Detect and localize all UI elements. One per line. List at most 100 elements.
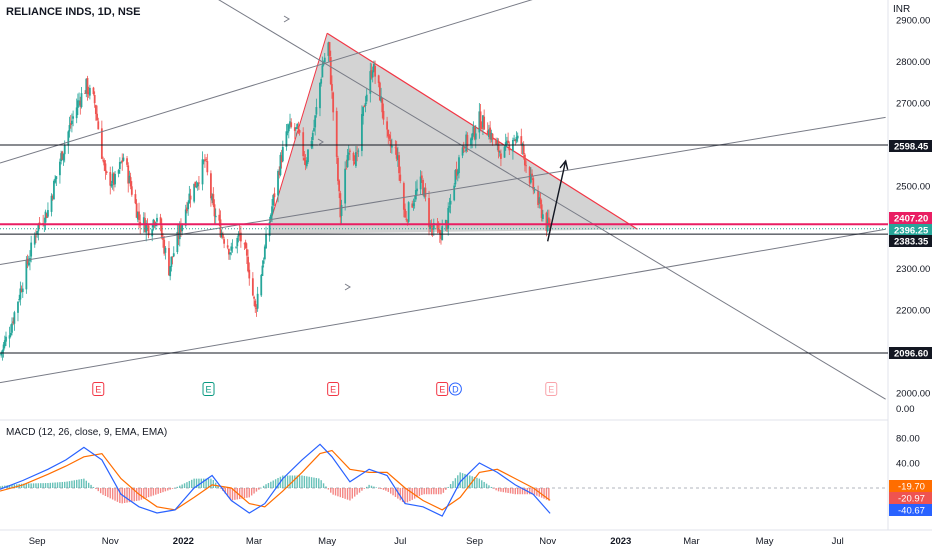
candle-body bbox=[423, 188, 426, 197]
candle-body bbox=[539, 198, 542, 205]
candle-body bbox=[295, 127, 297, 130]
macd-histogram-bar bbox=[334, 488, 337, 496]
candle-body bbox=[525, 165, 527, 167]
macd-histogram-bar bbox=[116, 488, 119, 502]
macd-histogram-bar bbox=[437, 488, 440, 495]
candle-body bbox=[495, 140, 498, 145]
macd-histogram-bar bbox=[210, 478, 212, 488]
candle-body bbox=[369, 71, 372, 94]
time-tick-label: Mar bbox=[246, 536, 262, 547]
macd-line bbox=[0, 443, 551, 517]
macd-histogram-bar bbox=[342, 488, 344, 498]
macd-histogram-bar bbox=[78, 479, 80, 488]
event-marker-label: E bbox=[439, 385, 445, 395]
macd-value-tag[interactable]: -40.67 bbox=[889, 504, 932, 517]
candle-body bbox=[472, 126, 475, 136]
macd-histogram-bar bbox=[255, 488, 258, 492]
macd-value-tag[interactable]: -20.97 bbox=[889, 492, 932, 505]
macd-value-tag[interactable]: -19.70 bbox=[889, 480, 932, 493]
candle-body bbox=[273, 193, 276, 198]
candle-body bbox=[478, 111, 481, 133]
price-tag[interactable]: 2407.20 bbox=[889, 212, 932, 225]
earnings-marker[interactable]: E bbox=[327, 382, 340, 396]
macd-histogram-bar bbox=[181, 484, 183, 488]
candle-body bbox=[470, 138, 472, 146]
candle-body bbox=[464, 150, 466, 152]
candle-body bbox=[84, 93, 86, 94]
macd-histogram-bar bbox=[418, 488, 421, 497]
candle-body bbox=[498, 151, 501, 153]
macd-histogram-bar bbox=[44, 483, 47, 488]
candle-body bbox=[37, 223, 40, 232]
candle-body bbox=[112, 173, 115, 185]
macd-histogram-bar bbox=[80, 479, 83, 488]
macd-histogram-bar bbox=[401, 488, 404, 502]
price-tag-label: 2383.35 bbox=[894, 237, 929, 248]
candle-body bbox=[44, 211, 47, 223]
channel-line bbox=[0, 0, 533, 164]
candle-body bbox=[153, 221, 156, 226]
time-tick-label: Nov bbox=[539, 536, 556, 547]
event-marker-label: D bbox=[452, 385, 459, 395]
candle-body bbox=[447, 207, 450, 229]
price-tag[interactable]: 2383.35 bbox=[889, 235, 932, 248]
candle-body bbox=[51, 196, 54, 198]
candle-body bbox=[136, 212, 139, 220]
macd-histogram-bar bbox=[327, 488, 330, 490]
macd-histogram-bar bbox=[159, 488, 162, 493]
candle-body bbox=[25, 260, 28, 290]
candle-body bbox=[186, 207, 188, 212]
macd-histogram-bar bbox=[346, 488, 349, 500]
macd-histogram-bar bbox=[435, 488, 437, 495]
macd-histogram-bar bbox=[404, 488, 406, 504]
time-tick-label: Mar bbox=[683, 536, 699, 547]
macd-value-tag-bg bbox=[889, 480, 932, 492]
earnings-marker[interactable]: E bbox=[436, 382, 449, 396]
candle-body bbox=[128, 175, 131, 184]
earnings-marker[interactable]: E bbox=[545, 382, 558, 396]
earnings-marker[interactable]: E bbox=[202, 382, 215, 396]
candle-body bbox=[432, 223, 435, 230]
candle-body bbox=[71, 120, 73, 125]
macd-histogram-bar bbox=[54, 482, 56, 488]
candle-body bbox=[529, 174, 532, 183]
candle-body bbox=[356, 152, 359, 154]
macd-histogram-bar bbox=[23, 483, 25, 488]
candle-body bbox=[305, 160, 308, 167]
candle-body bbox=[402, 183, 405, 210]
macd-histogram-bar bbox=[483, 481, 485, 488]
candle-body bbox=[129, 177, 132, 187]
candle-body bbox=[461, 147, 464, 156]
symbol-title[interactable]: RELIANCE INDS, 1D, NSE bbox=[6, 6, 140, 18]
macd-histogram-bar bbox=[198, 478, 200, 488]
macd-histogram-bar bbox=[306, 476, 308, 488]
price-tag[interactable]: 2096.60 bbox=[889, 347, 932, 360]
candle-body bbox=[1, 350, 4, 353]
dividend-marker[interactable]: D bbox=[448, 382, 462, 396]
price-tag[interactable]: 2598.45 bbox=[889, 140, 932, 153]
macd-histogram-bar bbox=[32, 483, 35, 488]
candle-body bbox=[523, 154, 526, 166]
candle-body bbox=[345, 168, 348, 170]
macd-histogram-bar bbox=[373, 486, 375, 488]
macd-histogram-bar bbox=[87, 482, 90, 488]
macd-histogram-bar bbox=[104, 488, 107, 497]
candle-body bbox=[377, 75, 380, 84]
macd-histogram-bar bbox=[512, 488, 514, 494]
macd-indicator-title[interactable]: MACD (12, 26, close, 9, EMA, EMA) bbox=[6, 427, 167, 438]
candle-body bbox=[97, 121, 100, 130]
candle-body bbox=[2, 344, 5, 351]
price-tag[interactable]: 2396.25 bbox=[889, 224, 932, 237]
earnings-marker[interactable]: E bbox=[92, 382, 105, 396]
macd-histogram-bar bbox=[61, 482, 64, 488]
candle-body bbox=[180, 223, 182, 232]
macd-histogram-bar bbox=[481, 480, 483, 488]
macd-histogram-bar bbox=[171, 488, 174, 489]
candle-body bbox=[260, 275, 263, 296]
earnings-marker-shape bbox=[327, 382, 340, 396]
candle-body bbox=[239, 232, 242, 242]
macd-histogram-bar bbox=[500, 488, 502, 492]
macd-histogram-bar bbox=[123, 488, 126, 503]
